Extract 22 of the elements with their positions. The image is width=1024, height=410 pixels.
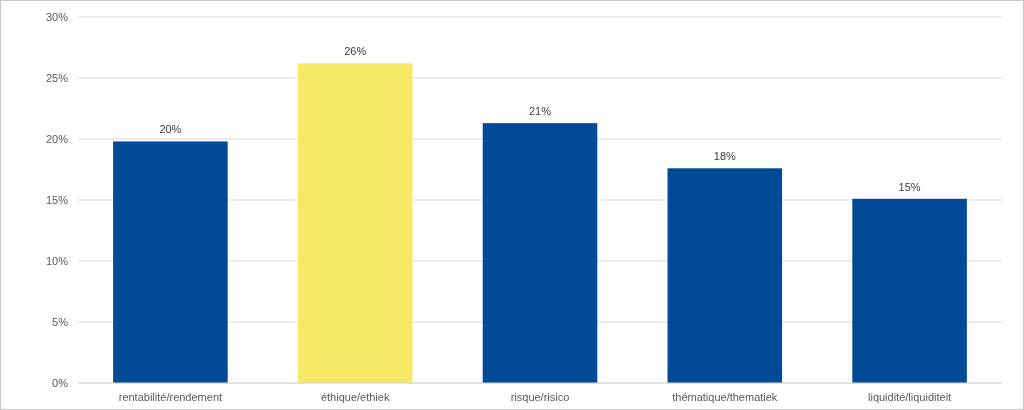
y-tick-label: 25% xyxy=(45,71,69,84)
data-label: 21% xyxy=(528,105,552,118)
y-tick-label: 10% xyxy=(45,254,69,267)
y-tick-label: 30% xyxy=(45,10,69,23)
bar xyxy=(667,168,783,383)
y-tick-label: 0% xyxy=(52,376,69,389)
y-tick-label: 5% xyxy=(52,315,69,328)
data-label: 26% xyxy=(344,45,367,58)
x-tick-label: risque/risico xyxy=(510,391,570,403)
data-label: 18% xyxy=(713,150,737,163)
data-label: 15% xyxy=(898,180,921,193)
y-tick-label: 20% xyxy=(45,132,69,145)
x-tick-label: éthique/ethiek xyxy=(320,391,390,403)
x-tick-label: thématique/thematiek xyxy=(672,391,778,403)
y-tick-label: 15% xyxy=(45,193,69,206)
bar xyxy=(482,123,598,383)
x-tick-label: rentabilité/rendement xyxy=(118,391,223,403)
data-label: 20% xyxy=(159,123,182,136)
bar xyxy=(113,141,228,383)
bar xyxy=(297,63,413,383)
x-tick-label: liquidité/liquiditeit xyxy=(868,391,952,403)
bar xyxy=(852,198,967,383)
